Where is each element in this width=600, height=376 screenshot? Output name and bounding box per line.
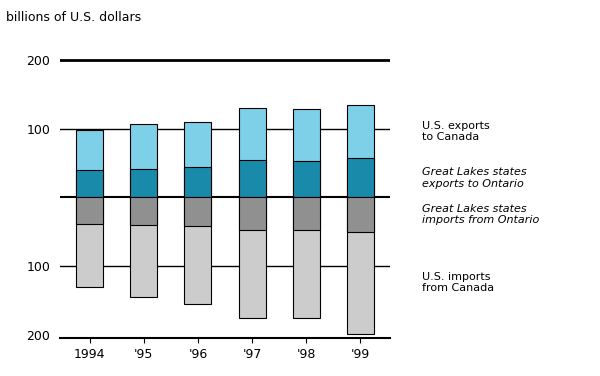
Bar	[184, 197, 211, 304]
Bar	[347, 158, 374, 197]
Bar	[293, 197, 320, 230]
Bar	[76, 197, 103, 287]
Bar	[184, 197, 211, 226]
Bar	[347, 197, 374, 232]
Bar	[347, 197, 374, 334]
Text: billions of U.S. dollars: billions of U.S. dollars	[6, 11, 141, 24]
Text: U.S. exports
to Canada: U.S. exports to Canada	[422, 121, 489, 142]
Text: Great Lakes states
imports from Ontario: Great Lakes states imports from Ontario	[422, 204, 539, 225]
Bar	[184, 167, 211, 197]
Bar	[239, 159, 266, 197]
Text: Great Lakes states
exports to Ontario: Great Lakes states exports to Ontario	[422, 167, 526, 189]
Bar	[76, 170, 103, 197]
Bar	[293, 161, 320, 197]
Bar	[76, 197, 103, 224]
Bar	[239, 108, 266, 197]
Bar	[239, 197, 266, 230]
Text: U.S. imports
from Canada: U.S. imports from Canada	[422, 272, 494, 294]
Bar	[293, 109, 320, 197]
Bar	[76, 130, 103, 197]
Bar	[130, 197, 157, 297]
Bar	[239, 197, 266, 318]
Bar	[130, 197, 157, 225]
Bar	[293, 197, 320, 318]
Bar	[184, 122, 211, 197]
Bar	[130, 168, 157, 197]
Bar	[130, 124, 157, 197]
Bar	[347, 105, 374, 197]
